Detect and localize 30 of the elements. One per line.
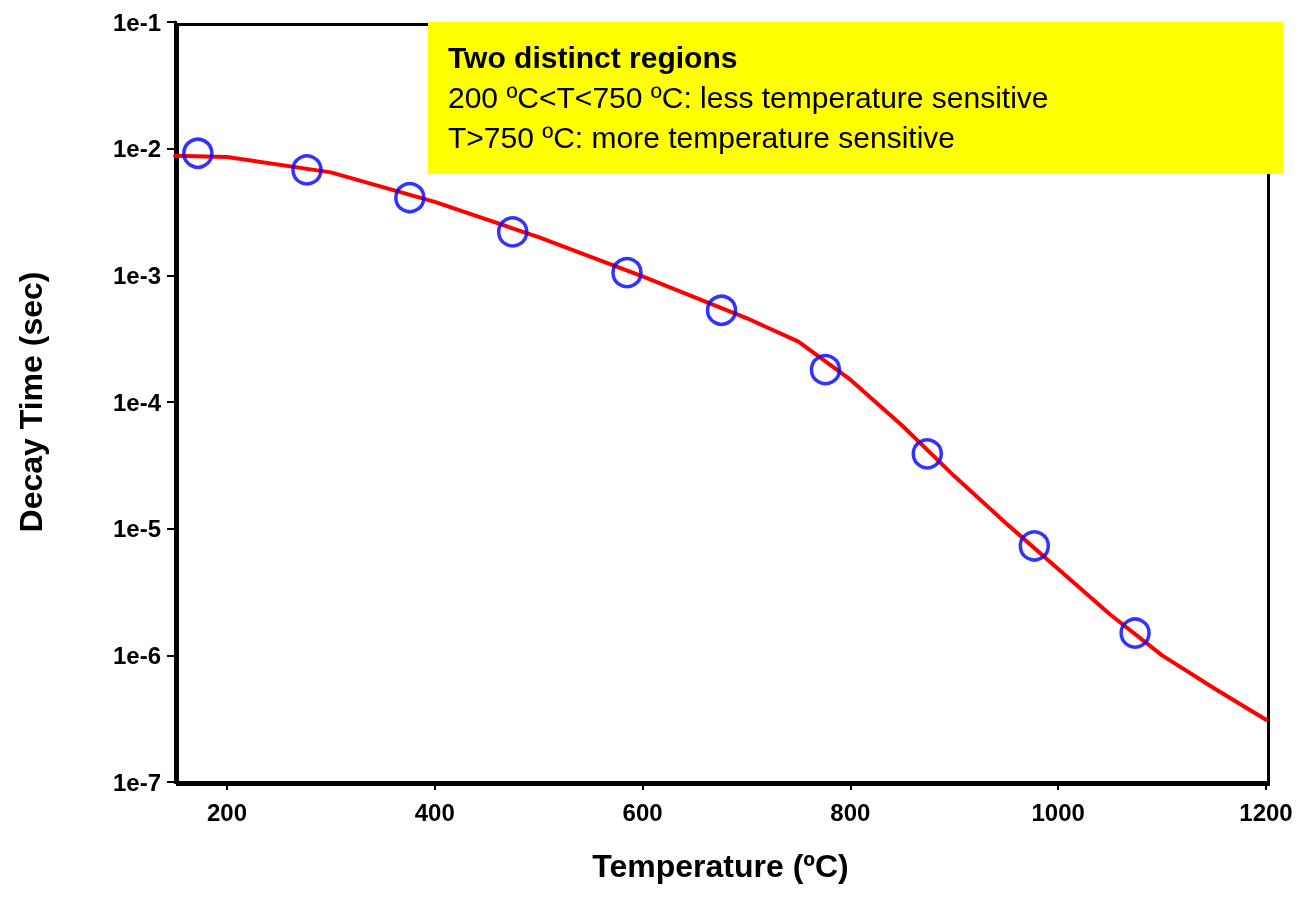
x-tick-label: 1200 (1239, 798, 1293, 826)
annotation: 200 ºC<T<750 ºC: less temperature sensitive (448, 80, 1050, 116)
point (705, 294, 738, 326)
y-tick-label: 1e-4 (112, 388, 162, 416)
y-tick-label: 1e-3 (112, 261, 161, 289)
point (1018, 530, 1051, 562)
point (611, 256, 643, 289)
point (394, 181, 426, 214)
point (182, 137, 214, 169)
point (809, 353, 842, 386)
point (496, 216, 529, 248)
point (911, 438, 944, 470)
point (291, 154, 323, 186)
y-tick-label: 1e-1 (112, 8, 161, 36)
y-axis-title: Decay Time (sec) (13, 271, 49, 533)
y-tick-label: 1e-2 (112, 135, 161, 163)
line-series (173, 153, 1268, 722)
x-axis-title: Temperature (ºC) (592, 848, 849, 884)
y-tick-label: 1e-5 (112, 515, 161, 543)
x-tick-label: 400 (414, 798, 455, 826)
point (1119, 617, 1151, 649)
x-tick-label: 600 (622, 798, 663, 826)
note-box: Two distinct regions 200 ºC<T<750 ºC: less temperature sensitive T>750 ºC: more temperature sensitive (428, 22, 1283, 174)
x-tick-label: 1000 (1031, 798, 1085, 826)
annotation: T>750 ºC: more temperature sensitive (448, 120, 956, 156)
x-tick-label: 200 (206, 798, 247, 826)
y-tick-label: 1e-6 (112, 641, 161, 669)
y-tick-label: 1e-7 (112, 768, 161, 796)
x-tick-label: 800 (830, 798, 871, 826)
annotation: Two distinct regions (448, 40, 739, 76)
